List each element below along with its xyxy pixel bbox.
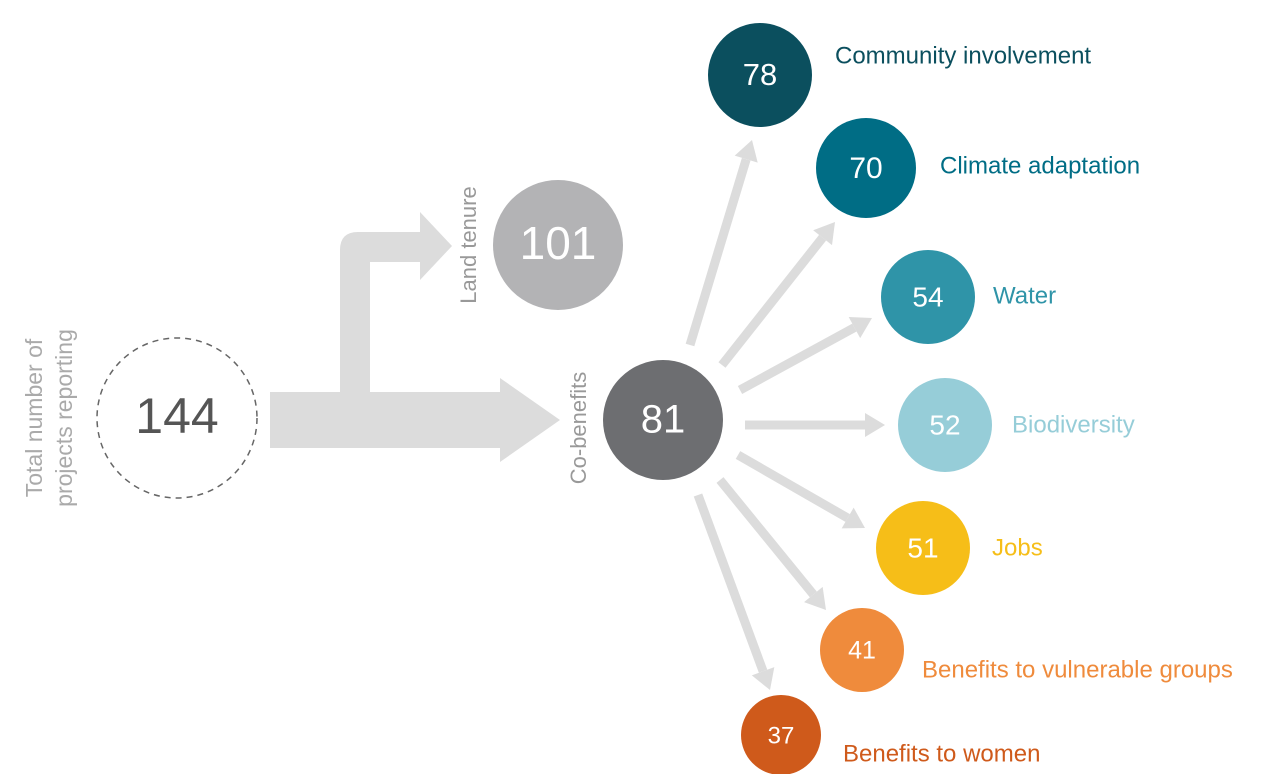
branch-circle [603, 360, 723, 480]
branch-circle [493, 180, 623, 310]
benefit-label: Benefits to vulnerable groups [922, 656, 1233, 683]
root-value: 144 [135, 388, 218, 444]
root-label-line: Total number of [21, 338, 47, 497]
flow-arrow [270, 378, 560, 462]
benefit-value: 54 [912, 281, 943, 312]
branch-value: 81 [641, 398, 686, 442]
benefit-circle [881, 250, 975, 344]
benefit-value: 51 [907, 532, 938, 563]
benefit-value: 41 [848, 637, 876, 665]
arrow-shaft [693, 493, 768, 673]
benefit-label: Biodiversity [1012, 411, 1135, 438]
benefit-value: 78 [743, 57, 777, 92]
root-label-line: projects reporting [51, 329, 77, 507]
benefit-circle [708, 23, 812, 127]
arrow-shaft [735, 451, 850, 522]
arrow-head [841, 507, 865, 529]
benefit-circle [741, 695, 821, 774]
arrow-head [865, 413, 885, 437]
arrow-head [804, 586, 826, 610]
arrow-shaft [718, 234, 827, 368]
arrow-shaft [737, 323, 857, 394]
benefit-label: Climate adaptation [940, 152, 1140, 179]
benefit-circle [898, 378, 992, 472]
root-label: Total number of projects reporting [21, 329, 77, 507]
benefit-label: Benefits to women [843, 740, 1040, 767]
arrow-head [734, 140, 758, 163]
root-circle [96, 337, 258, 499]
benefit-label: Community involvement [835, 42, 1091, 69]
arrow-head [813, 222, 835, 246]
arrow-shaft [716, 477, 817, 598]
arrow-shaft [685, 157, 751, 347]
arrow-head [848, 317, 872, 339]
benefit-value: 70 [849, 152, 882, 185]
branch-label: Co-benefits [566, 372, 591, 485]
benefit-label: Water [993, 282, 1056, 309]
benefit-circle [816, 118, 916, 218]
benefit-circle [876, 501, 970, 595]
branch-label: Land tenure [456, 186, 481, 303]
benefit-circle [820, 608, 904, 692]
branch-value: 101 [520, 217, 597, 269]
flow-arrow [340, 212, 452, 415]
benefit-label: Jobs [992, 534, 1043, 561]
benefit-value: 52 [929, 409, 960, 440]
arrow-head [751, 667, 775, 690]
benefit-value: 37 [768, 722, 795, 749]
